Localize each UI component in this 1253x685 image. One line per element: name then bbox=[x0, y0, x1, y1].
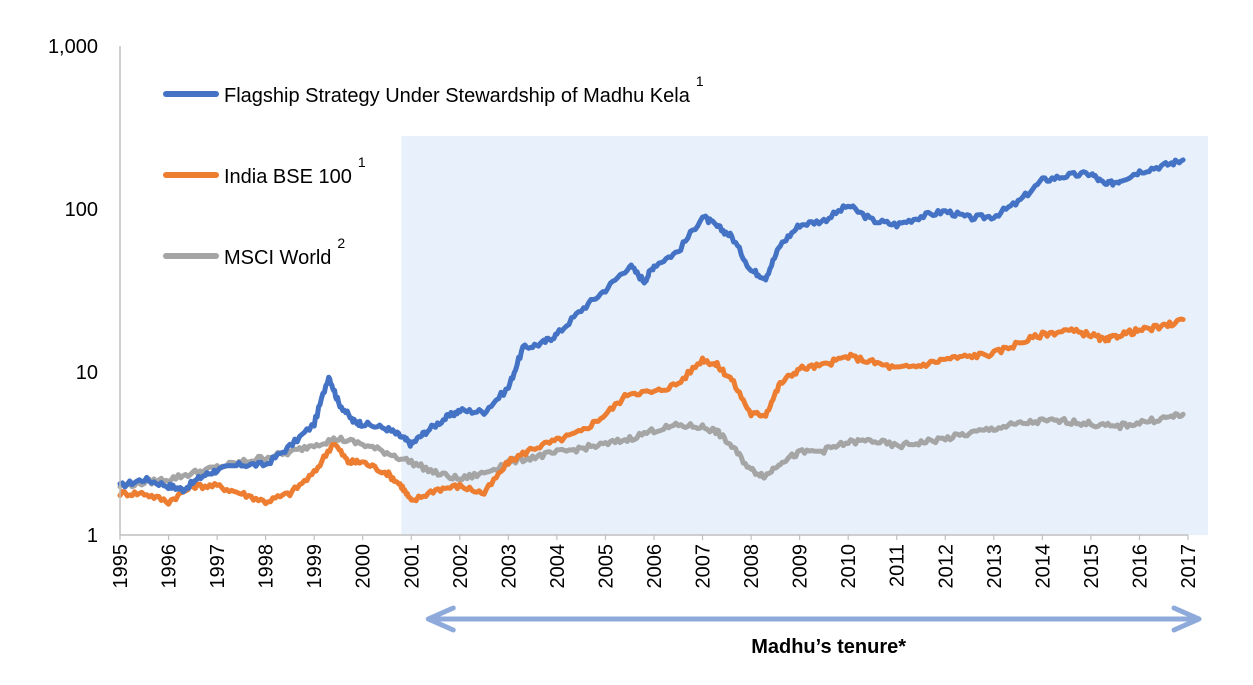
x-tick-label: 2004 bbox=[547, 544, 569, 589]
x-tick-label: 2016 bbox=[1129, 544, 1151, 589]
x-tick-label: 2015 bbox=[1081, 544, 1103, 589]
x-tick-label: 2009 bbox=[790, 544, 812, 589]
x-axis-ticks: 1995 1996 1997 1998 1999 2000 2001 2002 2003 2004… bbox=[110, 535, 1200, 589]
y-tick-label: 100 bbox=[65, 199, 98, 221]
series-line bbox=[117, 411, 1186, 490]
x-tick-label: 2012 bbox=[935, 544, 957, 589]
x-tick-label: 2001 bbox=[401, 544, 423, 589]
legend-label: Flagship Strategy Under Stewardship of M… bbox=[224, 85, 691, 107]
x-tick-label: 1999 bbox=[304, 544, 326, 589]
x-tick-label: 2013 bbox=[984, 544, 1006, 589]
x-tick-label: 1998 bbox=[256, 544, 278, 589]
x-tick-label: 2007 bbox=[693, 544, 715, 589]
legend-superscript: 2 bbox=[337, 235, 345, 251]
y-tick-label: 1,000 bbox=[48, 36, 98, 58]
tenure-arrow bbox=[425, 605, 1202, 633]
x-tick-label: 2017 bbox=[1178, 544, 1200, 589]
series-line bbox=[117, 157, 1186, 495]
y-axis-ticks: 1 10 100 1,000 bbox=[48, 36, 98, 547]
x-tick-label: 2003 bbox=[498, 544, 520, 589]
x-tick-label: 2010 bbox=[838, 544, 860, 589]
x-tick-label: 1995 bbox=[110, 544, 132, 589]
plot-lines bbox=[117, 157, 1186, 507]
x-tick-label: 2011 bbox=[887, 544, 909, 587]
x-tick-label: 2005 bbox=[595, 544, 617, 589]
legend-superscript: 1 bbox=[696, 73, 704, 89]
x-tick-label: 2006 bbox=[644, 544, 666, 589]
y-tick-label: 10 bbox=[76, 362, 98, 384]
tenure-arrow-left-head bbox=[425, 605, 456, 633]
x-tick-label: 2014 bbox=[1032, 544, 1054, 589]
x-tick-label: 2008 bbox=[741, 544, 763, 589]
x-tick-label: 2000 bbox=[353, 544, 375, 589]
x-tick-label: 1996 bbox=[159, 544, 181, 589]
x-tick-label: 2002 bbox=[450, 544, 472, 589]
y-tick-label: 1 bbox=[87, 525, 98, 547]
series-line bbox=[117, 316, 1186, 507]
tenure-shaded-region bbox=[401, 136, 1209, 535]
x-tick-label: 1997 bbox=[207, 544, 229, 589]
tenure-arrow-right-head bbox=[1171, 605, 1202, 633]
legend-label: India BSE 100 bbox=[224, 166, 352, 188]
legend-label: MSCI World bbox=[224, 247, 331, 269]
legend-superscript: 1 bbox=[358, 154, 366, 170]
legend: Flagship Strategy Under Stewardship of M… bbox=[163, 73, 704, 269]
tenure-label: Madhu’s tenure* bbox=[751, 636, 906, 658]
